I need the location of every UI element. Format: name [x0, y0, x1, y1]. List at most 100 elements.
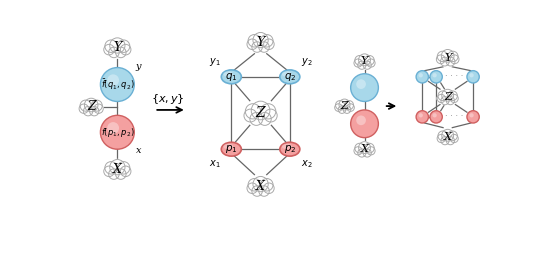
Text: $x_2$: $x_2$: [301, 158, 312, 170]
Circle shape: [250, 113, 263, 125]
Circle shape: [467, 71, 479, 83]
Circle shape: [259, 42, 269, 52]
Circle shape: [335, 104, 342, 111]
Circle shape: [253, 32, 268, 48]
Circle shape: [121, 44, 131, 55]
Circle shape: [438, 91, 448, 100]
Circle shape: [252, 42, 263, 52]
Text: X: X: [113, 163, 122, 176]
Circle shape: [467, 111, 479, 123]
Circle shape: [441, 57, 449, 66]
Circle shape: [338, 106, 346, 113]
Circle shape: [359, 142, 370, 154]
Circle shape: [80, 100, 91, 111]
Circle shape: [79, 104, 88, 113]
Ellipse shape: [282, 71, 292, 77]
Circle shape: [264, 109, 277, 122]
Circle shape: [432, 73, 437, 77]
Circle shape: [251, 101, 270, 120]
Text: $q_1$: $q_1$: [225, 71, 238, 83]
Circle shape: [339, 99, 350, 110]
Circle shape: [105, 162, 117, 174]
Circle shape: [432, 113, 437, 117]
Circle shape: [94, 104, 103, 113]
Circle shape: [110, 38, 125, 53]
Text: X: X: [360, 144, 369, 154]
Circle shape: [419, 113, 423, 117]
Circle shape: [365, 143, 374, 153]
Circle shape: [109, 169, 119, 179]
Circle shape: [441, 137, 449, 145]
Circle shape: [448, 131, 458, 141]
Circle shape: [244, 109, 257, 122]
Circle shape: [359, 54, 370, 66]
Ellipse shape: [223, 71, 233, 77]
Circle shape: [90, 106, 99, 116]
Circle shape: [104, 44, 114, 55]
Circle shape: [450, 94, 458, 103]
Text: x: x: [136, 146, 141, 155]
Circle shape: [91, 100, 102, 111]
Circle shape: [446, 57, 455, 66]
Circle shape: [356, 116, 366, 125]
Circle shape: [345, 100, 353, 110]
Circle shape: [351, 110, 378, 138]
Text: Y: Y: [444, 53, 452, 62]
Ellipse shape: [223, 144, 233, 149]
Circle shape: [105, 40, 117, 53]
Ellipse shape: [280, 70, 300, 84]
Circle shape: [347, 104, 354, 111]
Circle shape: [367, 59, 375, 67]
Text: $x_1$: $x_1$: [209, 158, 221, 170]
Text: $f(p_1,p_2)$: $f(p_1,p_2)$: [100, 126, 134, 139]
Circle shape: [259, 186, 269, 196]
Circle shape: [116, 169, 126, 179]
Text: Y: Y: [257, 36, 265, 49]
Circle shape: [248, 178, 260, 191]
Ellipse shape: [280, 142, 300, 156]
Circle shape: [365, 55, 374, 65]
Circle shape: [437, 94, 446, 103]
Circle shape: [358, 149, 366, 157]
Circle shape: [104, 166, 114, 177]
Circle shape: [85, 98, 98, 112]
Circle shape: [355, 143, 365, 153]
Circle shape: [441, 50, 454, 62]
Text: X: X: [444, 132, 452, 142]
Circle shape: [252, 186, 263, 196]
Circle shape: [416, 71, 429, 83]
Text: $\{x,y\}$: $\{x,y\}$: [151, 92, 185, 106]
Circle shape: [354, 59, 362, 67]
Circle shape: [253, 176, 268, 192]
Circle shape: [117, 162, 130, 174]
Circle shape: [437, 51, 448, 62]
Circle shape: [367, 147, 375, 155]
Circle shape: [450, 134, 458, 143]
Circle shape: [436, 55, 445, 64]
Circle shape: [109, 47, 119, 58]
Circle shape: [448, 91, 458, 100]
Circle shape: [117, 40, 130, 53]
Circle shape: [248, 35, 260, 47]
Text: $p_2$: $p_2$: [283, 143, 296, 155]
Text: Y: Y: [361, 57, 368, 66]
Circle shape: [446, 137, 454, 145]
Circle shape: [442, 129, 454, 141]
Circle shape: [358, 61, 366, 69]
Circle shape: [100, 68, 134, 102]
Circle shape: [335, 100, 345, 110]
Circle shape: [470, 113, 474, 117]
Text: $q_2$: $q_2$: [283, 71, 296, 83]
Circle shape: [446, 96, 454, 105]
Circle shape: [448, 51, 458, 62]
Circle shape: [107, 122, 119, 134]
Circle shape: [245, 104, 260, 119]
Circle shape: [470, 73, 474, 77]
Circle shape: [107, 74, 119, 86]
Circle shape: [354, 147, 362, 155]
Text: Z: Z: [341, 101, 348, 111]
Circle shape: [343, 106, 351, 113]
Circle shape: [260, 35, 273, 47]
Circle shape: [260, 178, 273, 191]
Circle shape: [419, 73, 423, 77]
